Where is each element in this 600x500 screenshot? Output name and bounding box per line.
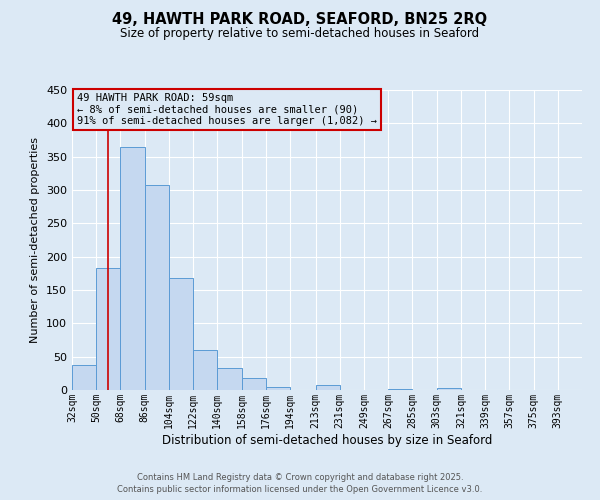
Text: Contains public sector information licensed under the Open Government Licence v3: Contains public sector information licen… [118,485,482,494]
Bar [388,388,412,390]
Bar [145,186,169,390]
Bar [169,278,193,390]
Bar [437,388,461,390]
Bar [96,268,121,390]
Bar [266,386,290,390]
Bar [193,350,217,390]
Bar [72,364,96,390]
X-axis label: Distribution of semi-detached houses by size in Seaford: Distribution of semi-detached houses by … [162,434,492,446]
Text: 49, HAWTH PARK ROAD, SEAFORD, BN25 2RQ: 49, HAWTH PARK ROAD, SEAFORD, BN25 2RQ [112,12,488,28]
Y-axis label: Number of semi-detached properties: Number of semi-detached properties [31,137,40,343]
Bar [316,384,340,390]
Bar [217,368,242,390]
Text: 49 HAWTH PARK ROAD: 59sqm
← 8% of semi-detached houses are smaller (90)
91% of s: 49 HAWTH PARK ROAD: 59sqm ← 8% of semi-d… [77,93,377,126]
Text: Contains HM Land Registry data © Crown copyright and database right 2025.: Contains HM Land Registry data © Crown c… [137,472,463,482]
Text: Size of property relative to semi-detached houses in Seaford: Size of property relative to semi-detach… [121,28,479,40]
Bar [121,146,145,390]
Bar [242,378,266,390]
